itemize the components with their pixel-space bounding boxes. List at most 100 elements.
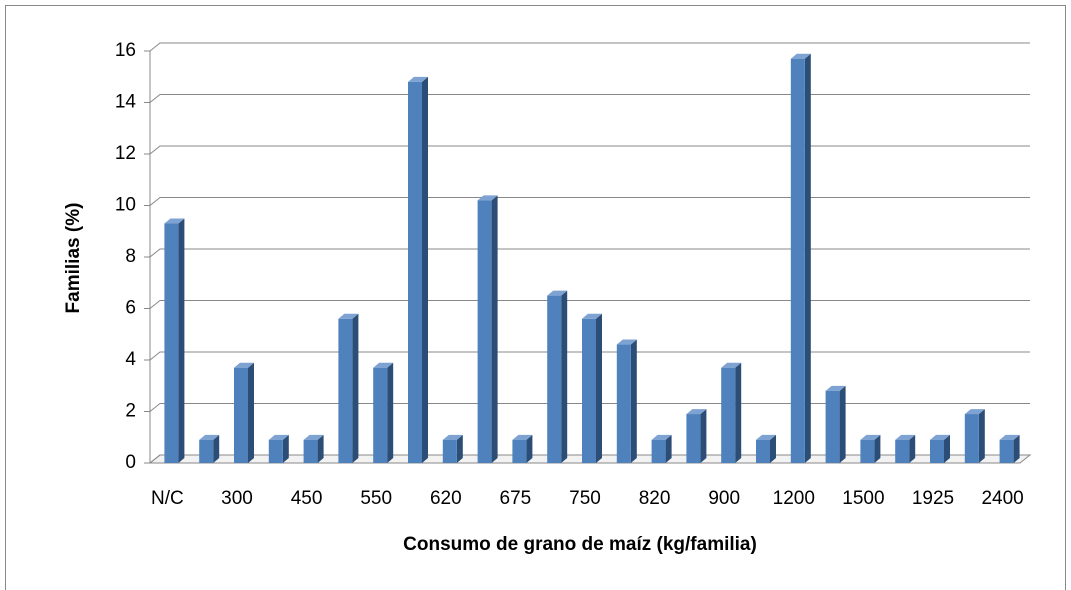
y-axis-label: Familias (%) [63,203,84,314]
grid-line [149,351,1030,361]
bar [234,367,248,463]
bar [686,414,701,463]
bar [790,58,805,463]
bar [721,367,736,463]
grid-line [149,42,1030,52]
bar [825,390,840,463]
bar-top [373,362,394,368]
x-tick-label: 550 [360,488,392,509]
bar [477,200,492,463]
bar-top [999,434,1020,440]
bar-side [282,434,289,463]
bar-side [352,313,359,463]
bar [303,439,318,463]
bar-top [616,339,637,345]
bar-top [408,76,428,82]
bar-side [561,290,568,463]
x-tick-label: 1500 [842,488,884,509]
y-tick-label: 2 [125,401,136,422]
bar-top [582,313,602,319]
bar-top [790,53,811,59]
x-tick-label: 675 [500,488,532,509]
bar [860,439,875,463]
bar-top [860,434,881,440]
bar [651,439,666,463]
bar-side [248,362,254,463]
chart-frame [5,5,1066,590]
bar-side [978,409,985,463]
bar [512,439,527,463]
y-tick-label: 6 [125,298,136,319]
bar-side [874,434,881,463]
grid-line [149,94,1030,103]
bar-side [770,434,776,463]
bar-side [387,362,394,463]
bar-top [651,434,672,440]
bar [268,439,283,463]
x-tick-label: 620 [430,488,462,509]
bar [999,439,1014,463]
bar-side [526,434,533,463]
y-tick-label: 4 [125,349,136,370]
bar-side [596,313,602,463]
x-tick-label: 1200 [773,488,815,509]
bar-side [909,434,916,463]
x-tick-label: 750 [569,488,601,509]
x-tick-label: 820 [639,488,671,509]
x-tick-label: 450 [291,488,323,509]
bar-top [512,434,533,440]
bar-side [839,385,846,463]
bar [930,439,944,463]
bar-top [234,362,254,368]
bar [199,439,214,463]
bar-top [721,362,742,368]
bar-side [630,339,637,463]
bar-side [456,434,463,463]
bar-side [317,434,324,463]
grid-line [149,248,1030,258]
bar-side [178,218,185,463]
bar-side [665,434,672,463]
y-tick-label: 12 [115,143,136,164]
bar-side [1013,434,1020,463]
x-tick-label: 900 [708,488,740,509]
bar-side [422,76,428,464]
bar-top [338,313,359,319]
bar [616,344,631,463]
bar-side [804,53,811,463]
bar [338,318,353,463]
bar-top [442,434,463,440]
bar-top [547,290,568,296]
bar-side [944,434,950,463]
bar [547,295,562,463]
x-tick-label: N/C [151,488,184,509]
bar [582,318,596,463]
grid-line [149,197,1030,206]
bar-top [477,195,498,201]
grid-line [149,300,1030,309]
grid-line [149,145,1030,155]
bar-top [164,218,185,224]
bar-side [491,195,498,463]
y-tick-label: 14 [115,92,137,113]
x-tick-label: 1925 [912,488,954,509]
bar [756,439,770,463]
bar-top [303,434,324,440]
bar-top [199,434,220,440]
bar [408,81,422,464]
bar-side [735,362,742,463]
x-tick-label: 2400 [981,488,1023,509]
bar-top [964,409,985,415]
bar [895,439,910,463]
bar-side [213,434,220,463]
bar-side [700,409,707,463]
x-tick-label: 300 [221,488,253,509]
x-axis-label: Consumo de grano de maíz (kg/familia) [403,534,757,555]
bar-top [825,385,846,391]
y-tick-label: 8 [125,246,136,267]
bar-top [895,434,916,440]
bar [964,414,979,463]
bar [442,439,457,463]
y-tick-label: 10 [115,195,136,216]
